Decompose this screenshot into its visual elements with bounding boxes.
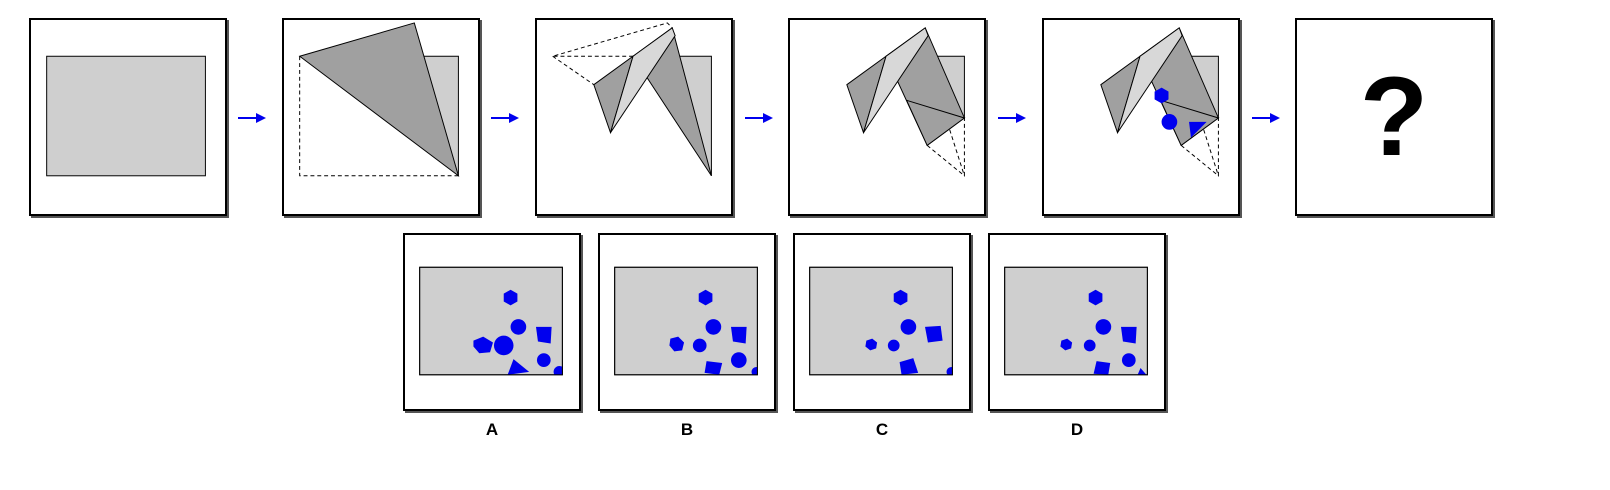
punch-hexagon-icon: [865, 338, 878, 351]
step-3-panel: [535, 18, 733, 216]
punch-hexagon-icon: [473, 336, 493, 354]
punch-circle-icon: [887, 339, 900, 352]
punch-square-icon: [535, 326, 552, 344]
punch-circle-icon: [705, 319, 722, 335]
step-1-panel: [29, 18, 227, 216]
arrow-icon: [1252, 113, 1280, 123]
step-4-panel: [788, 18, 986, 216]
punch-hexagon-icon: [1088, 289, 1103, 306]
punch-square-icon: [1120, 326, 1137, 344]
punch-diagram: [1100, 27, 1220, 177]
arrow-icon: [745, 113, 773, 123]
punch-circle-icon: [692, 338, 707, 353]
punch-circle-icon: [730, 352, 747, 368]
punch-circle-icon: [536, 353, 551, 367]
punch-circle-icon: [1121, 353, 1136, 367]
step-2-panel: [282, 18, 480, 216]
option-b-diagram: [614, 266, 758, 376]
punch-square-icon: [730, 326, 747, 344]
punch-square-icon: [1093, 361, 1111, 375]
punch-triangle-icon: [507, 359, 530, 375]
punch-circle-icon: [1083, 339, 1096, 352]
punch-circle-icon: [946, 366, 953, 375]
punch-circle-icon: [1095, 319, 1112, 335]
punch-hexagon-icon: [698, 289, 713, 306]
question-panel: ?: [1295, 18, 1493, 216]
option-d-label[interactable]: D: [1070, 420, 1084, 439]
punch-circle-icon: [510, 319, 527, 335]
punch-hexagon-icon: [503, 289, 518, 306]
option-a-diagram: [419, 266, 563, 376]
option-d-diagram: [1004, 266, 1148, 376]
punch-circle-icon: [751, 366, 758, 375]
punch-circle-icon: [553, 365, 563, 375]
option-c-label[interactable]: C: [875, 420, 889, 439]
question-mark: ?: [1359, 54, 1429, 179]
step-5-panel: [1042, 18, 1240, 216]
arrow-icon: [998, 113, 1026, 123]
fold-2-diagram: [552, 22, 712, 177]
fold-1-diagram: [298, 22, 460, 178]
punch-circle-icon: [900, 319, 917, 335]
punch-triangle-icon: [1189, 121, 1207, 138]
punch-square-icon: [704, 361, 723, 375]
arrow-icon: [238, 113, 266, 123]
punch-hexagon-icon: [669, 336, 685, 352]
option-a-panel[interactable]: [403, 233, 581, 411]
punch-square-icon: [925, 325, 943, 343]
punch-hexagon-icon: [1154, 87, 1169, 104]
option-d-panel[interactable]: [988, 233, 1166, 411]
punch-circle-icon: [1161, 114, 1178, 130]
punch-triangle-icon: [1137, 367, 1147, 375]
option-c-panel[interactable]: [793, 233, 971, 411]
punch-hexagon-icon: [893, 289, 908, 306]
option-b-panel[interactable]: [598, 233, 776, 411]
arrow-icon: [491, 113, 519, 123]
punch-square-icon: [899, 358, 919, 375]
punch-hexagon-icon: [1060, 338, 1073, 351]
option-b-label[interactable]: B: [680, 420, 694, 439]
fold-3-diagram: [846, 27, 966, 177]
punch-circle-icon: [493, 335, 514, 356]
option-a-label[interactable]: A: [485, 420, 499, 439]
option-c-diagram: [809, 266, 953, 376]
unfolded-paper: [46, 55, 206, 177]
